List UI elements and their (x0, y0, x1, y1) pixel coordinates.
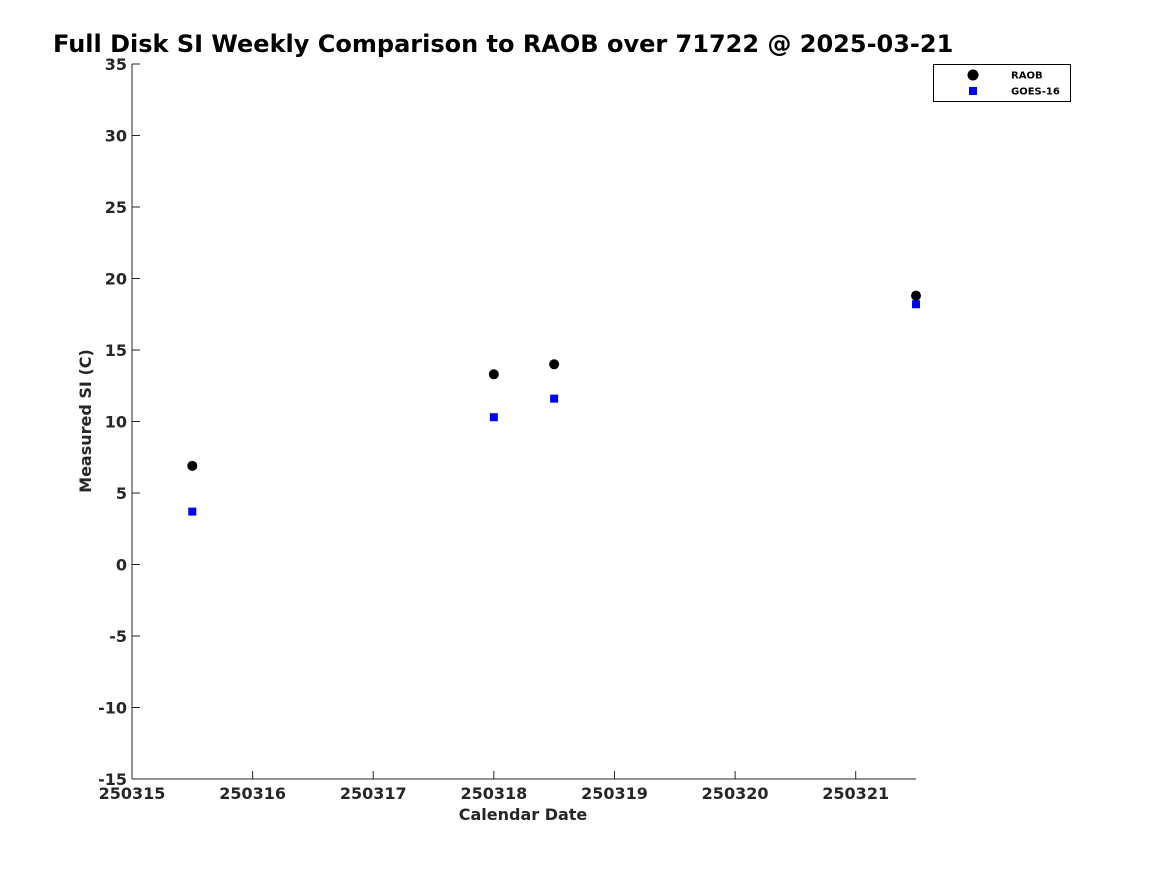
x-tick-label: 250321 (822, 784, 889, 803)
y-tick-label: 5 (116, 484, 127, 503)
x-tick-label: 250315 (99, 784, 166, 803)
y-axis-ticks: -15 -10 -5 0 5 10 15 20 25 30 35 (98, 55, 140, 789)
legend-marker-raob (967, 69, 979, 81)
point-goes-16 (489, 413, 498, 422)
point-raob (187, 460, 198, 471)
y-tick-label: 15 (105, 341, 127, 360)
axes (131, 64, 916, 780)
y-tick-label: 0 (116, 556, 127, 575)
point-raob (549, 359, 560, 370)
x-tick-label: 250316 (219, 784, 286, 803)
y-tick-label: 20 (105, 270, 127, 289)
legend-marker-goes16 (969, 87, 977, 95)
point-goes-16 (188, 507, 197, 516)
x-tick-label: 250317 (340, 784, 407, 803)
x-axis-label: Calendar Date (459, 805, 588, 824)
x-tick-label: 250318 (460, 784, 527, 803)
y-tick-label: 30 (105, 127, 127, 146)
chart-title: Full Disk SI Weekly Comparison to RAOB o… (53, 30, 953, 58)
legend: RAOB GOES-16 (933, 64, 1071, 102)
point-goes-16 (912, 300, 920, 309)
point-raob (911, 290, 921, 301)
point-goes-16 (550, 394, 559, 403)
x-axis-ticks: 250315 250316 250317 250318 250319 250320 2503… (99, 771, 889, 803)
y-tick-label: -15 (98, 770, 127, 789)
point-raob (488, 369, 499, 380)
x-tick-label: 250319 (581, 784, 648, 803)
data-points (187, 290, 921, 516)
y-tick-label: 25 (105, 198, 127, 217)
y-tick-label: -5 (109, 627, 127, 646)
legend-box (933, 64, 1071, 102)
legend-label-raob: RAOB (1011, 71, 1043, 82)
legend-label-goes16: GOES-16 (1011, 87, 1060, 98)
y-tick-label: 35 (105, 55, 127, 74)
y-tick-label: -10 (98, 699, 127, 718)
y-tick-label: 10 (105, 413, 127, 432)
x-tick-label: 250320 (702, 784, 769, 803)
y-axis-label: Measured SI (C) (76, 349, 95, 493)
